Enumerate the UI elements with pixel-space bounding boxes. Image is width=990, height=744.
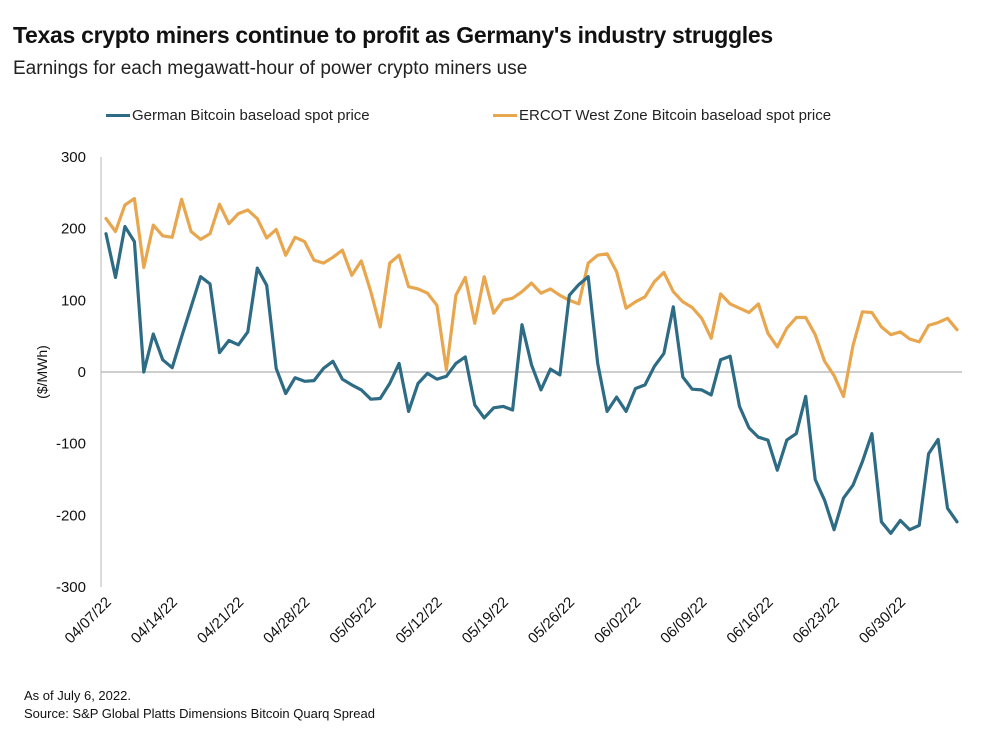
series-line-german: [104, 224, 959, 535]
x-tick-label: 05/19/22: [459, 594, 512, 647]
x-tick-label: 05/12/22: [392, 594, 445, 647]
x-tick-label: 06/09/22: [657, 594, 710, 647]
legend-item-german: German Bitcoin baseload spot price: [106, 107, 370, 124]
x-tick-label: 06/16/22: [723, 594, 776, 647]
y-tick-label: -100: [56, 436, 86, 453]
y-tick-label: 200: [61, 221, 86, 238]
y-axis-label: ($/MWh): [34, 345, 50, 399]
chart-subtitle: Earnings for each megawatt-hour of power…: [13, 58, 528, 79]
y-tick-label: 300: [61, 149, 86, 166]
chart-title: Texas crypto miners continue to profit a…: [13, 22, 773, 48]
y-tick-label: 100: [61, 292, 86, 309]
y-tick-label: 0: [78, 364, 86, 381]
x-tick-label: 05/05/22: [326, 594, 379, 647]
series-line-ercot: [104, 197, 959, 398]
x-tick-label: 04/07/22: [62, 594, 115, 647]
y-tick-label: -300: [56, 579, 86, 596]
x-tick-label: 04/14/22: [128, 594, 181, 647]
legend: German Bitcoin baseload spot price ERCOT…: [0, 107, 990, 129]
x-tick-label: 06/30/22: [856, 594, 909, 647]
y-tick-label: -200: [56, 507, 86, 524]
legend-swatch-ercot: [493, 114, 517, 117]
footnote: As of July 6, 2022.: [24, 688, 131, 703]
legend-swatch-german: [106, 114, 130, 117]
legend-label-ercot: ERCOT West Zone Bitcoin baseload spot pr…: [519, 107, 832, 124]
x-tick-label: 06/02/22: [591, 594, 644, 647]
x-tick-label: 04/21/22: [194, 594, 247, 647]
x-tick-label: 04/28/22: [260, 594, 313, 647]
source-note: Source: S&P Global Platts Dimensions Bit…: [24, 706, 375, 721]
legend-item-ercot: ERCOT West Zone Bitcoin baseload spot pr…: [493, 107, 831, 124]
legend-label-german: German Bitcoin baseload spot price: [132, 107, 370, 124]
x-tick-label: 06/23/22: [790, 594, 843, 647]
x-tick-label: 05/26/22: [525, 594, 578, 647]
